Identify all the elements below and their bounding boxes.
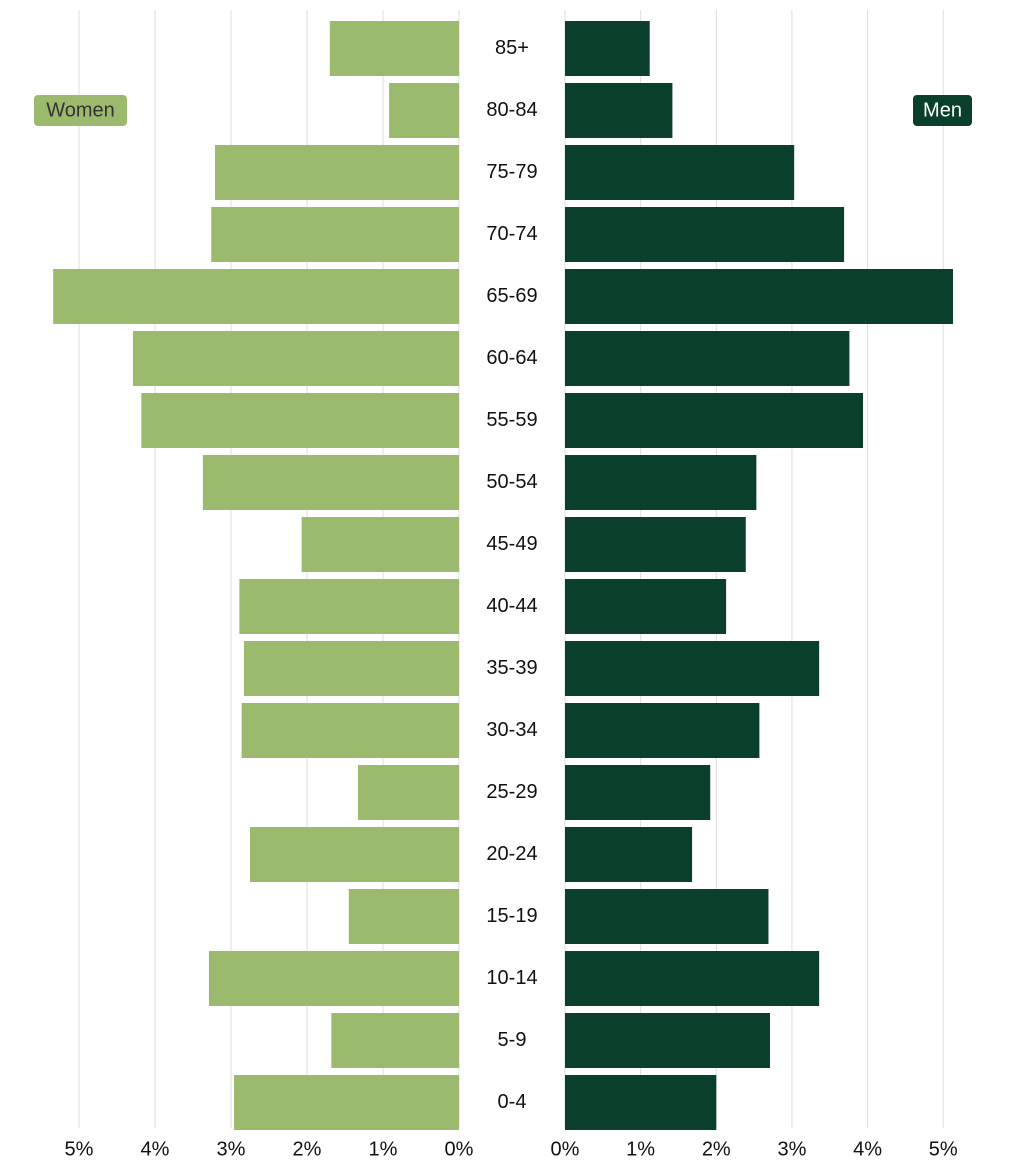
category-label: 55-59 (486, 409, 537, 431)
bar (132, 331, 459, 386)
x-tick-label: 1% (626, 1138, 655, 1160)
legend-label: Men (923, 99, 962, 121)
bar (565, 1013, 770, 1068)
category-label: 70-74 (486, 223, 537, 245)
x-tick-label: 1% (369, 1138, 398, 1160)
category-label: 75-79 (486, 161, 537, 183)
legend-label: Women (46, 99, 115, 121)
bar (301, 517, 459, 572)
bar (211, 207, 459, 262)
x-tick-label: 4% (853, 1138, 882, 1160)
bar (565, 765, 711, 820)
bar (565, 207, 845, 262)
category-label: 45-49 (486, 533, 537, 555)
category-label: 40-44 (486, 595, 537, 617)
category-label: 35-39 (486, 657, 537, 679)
bar (565, 827, 693, 882)
x-tick-label: 5% (929, 1138, 958, 1160)
x-tick-label: 0% (445, 1138, 474, 1160)
bar (239, 579, 459, 634)
x-tick-label: 0% (551, 1138, 580, 1160)
x-tick-label: 3% (217, 1138, 246, 1160)
bar (243, 641, 459, 696)
x-tick-label: 2% (293, 1138, 322, 1160)
x-tick-label: 2% (702, 1138, 731, 1160)
bar (357, 765, 459, 820)
category-label: 10-14 (486, 967, 537, 989)
bar (565, 455, 757, 510)
category-label: 50-54 (486, 471, 537, 493)
bar (565, 517, 746, 572)
category-label: 15-19 (486, 905, 537, 927)
x-tick-label: 5% (65, 1138, 94, 1160)
category-label: 5-9 (498, 1029, 527, 1051)
bar (250, 827, 459, 882)
bar (234, 1075, 459, 1130)
bar (389, 83, 459, 138)
category-label: 0-4 (498, 1091, 527, 1113)
legend-item: Women (34, 95, 127, 126)
category-label: 85+ (495, 37, 529, 59)
category-label: 80-84 (486, 99, 537, 121)
legend-box (913, 95, 972, 126)
bar (202, 455, 459, 510)
bar (565, 269, 954, 324)
category-label: 60-64 (486, 347, 537, 369)
category-label: 65-69 (486, 285, 537, 307)
bar (565, 145, 795, 200)
bar (565, 83, 673, 138)
x-tick-label: 3% (777, 1138, 806, 1160)
bar (53, 269, 459, 324)
bar (241, 703, 459, 758)
legend-item: Men (913, 95, 972, 126)
bar (565, 331, 850, 386)
legend-box (34, 95, 127, 126)
bar (565, 579, 727, 634)
category-label: 30-34 (486, 719, 537, 741)
bar (329, 21, 459, 76)
bar (348, 889, 459, 944)
bar (565, 21, 650, 76)
category-label: 20-24 (486, 843, 537, 865)
bar (141, 393, 459, 448)
bar (565, 951, 820, 1006)
bar (565, 889, 769, 944)
bar (565, 393, 864, 448)
category-label: 25-29 (486, 781, 537, 803)
bar (565, 641, 820, 696)
bar (215, 145, 459, 200)
bar (208, 951, 459, 1006)
bar (331, 1013, 459, 1068)
bar (565, 703, 760, 758)
bar (565, 1075, 717, 1130)
x-tick-label: 4% (141, 1138, 170, 1160)
